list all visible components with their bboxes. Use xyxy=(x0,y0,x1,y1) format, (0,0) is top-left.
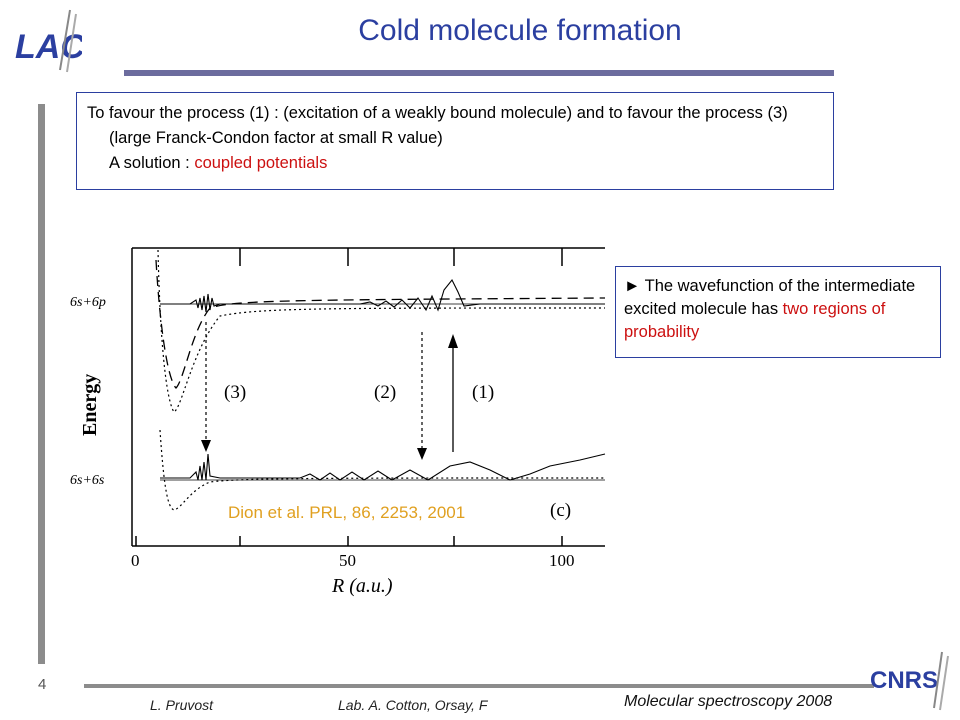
x-tick-label-50: 50 xyxy=(339,551,356,570)
upper-dashed-potential xyxy=(155,259,606,389)
footer-lab: Lab. A. Cotton, Orsay, F xyxy=(338,697,488,713)
process-3-label: (3) xyxy=(224,382,246,403)
potential-curves-figure: 6s+6p 6s+6s Energy (3) (2) (1) (c) 0 50 … xyxy=(60,240,620,605)
note-text: The wavefunction of the intermediate exc… xyxy=(624,277,916,318)
level-lower-label: 6s+6s xyxy=(70,473,105,488)
y-axis-label: Energy xyxy=(79,374,101,436)
x-tick-label-100: 100 xyxy=(549,551,575,570)
lower-wavefunction xyxy=(160,453,606,481)
title-underline xyxy=(124,70,834,76)
footer-rule xyxy=(84,684,874,688)
x-tick-label-0: 0 xyxy=(131,551,140,570)
panel-label: (c) xyxy=(550,500,571,521)
slide-number: 4 xyxy=(38,676,47,693)
process-2-label: (2) xyxy=(374,382,396,403)
intro-line: To favour the process (1) : (excitation … xyxy=(87,104,788,147)
cnrs-logo-text: CNRS xyxy=(870,667,938,694)
process-1-label: (1) xyxy=(472,382,494,403)
lower-dotted-potential xyxy=(159,429,606,511)
slide-title: Cold molecule formation xyxy=(358,14,682,47)
lac-logo: LAC xyxy=(12,8,85,79)
level-upper-label: 6s+6p xyxy=(70,295,106,310)
solution-highlight: coupled potentials xyxy=(194,154,328,172)
bullet-marker: ► xyxy=(624,277,641,295)
upper-wavefunction xyxy=(160,278,605,313)
x-axis-label: R (a.u.) xyxy=(331,575,393,597)
solution-prefix: A solution : xyxy=(109,154,195,172)
footer-author: L. Pruvost xyxy=(150,697,214,713)
intro-text-box: To favour the process (1) : (excitation … xyxy=(76,92,834,190)
left-margin-bar xyxy=(38,104,45,664)
solution-line: A solution : coupled potentials xyxy=(87,151,823,176)
cnrs-logo: CNRS xyxy=(868,648,952,717)
figure-citation: Dion et al. PRL, 86, 2253, 2001 xyxy=(228,503,466,522)
note-highlight: two regions of probability xyxy=(624,300,886,341)
footer-course: Molecular spectroscopy 2008 xyxy=(624,693,833,710)
wavefunction-note-box: ► The wavefunction of the intermediate e… xyxy=(615,266,941,358)
